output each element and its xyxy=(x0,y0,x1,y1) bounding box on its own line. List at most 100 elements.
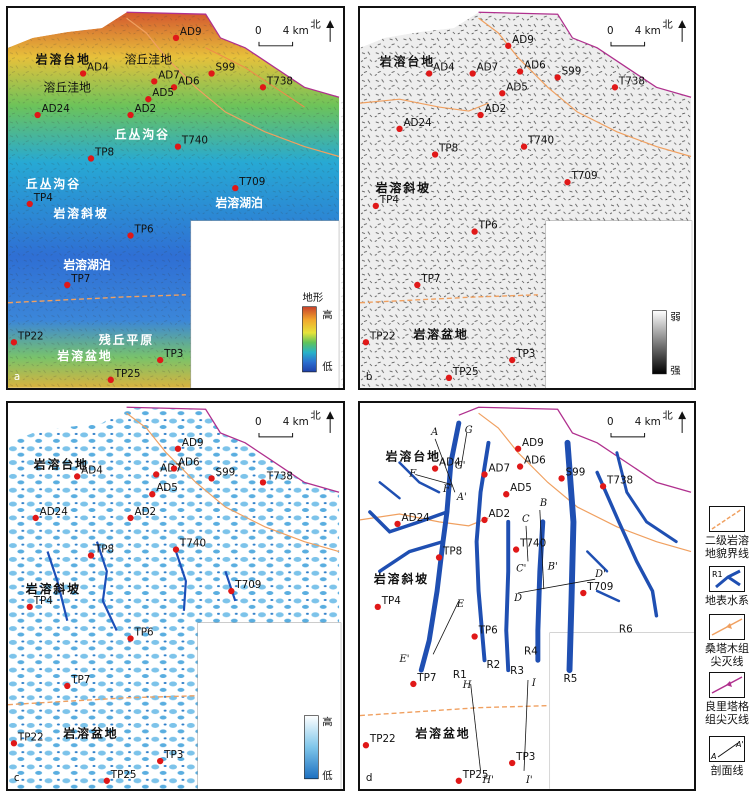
well-marker-tp6 xyxy=(471,633,478,640)
well-label-tp7: TP7 xyxy=(70,674,90,686)
legend-sangtamu: 桑塔木组尖灭线 xyxy=(702,614,752,668)
well-marker-ad2 xyxy=(127,111,134,119)
label-karst-basin: 岩溶盆地 xyxy=(414,726,470,740)
scale-bar: 0 4 km xyxy=(255,25,309,47)
well-label-tp8: TP8 xyxy=(94,147,114,159)
svg-text:A: A xyxy=(710,752,716,761)
well-marker-tp7 xyxy=(64,281,71,289)
well-label-t738: T738 xyxy=(266,470,293,482)
well-label-ad7: AD7 xyxy=(488,462,510,474)
river-label-r6: R6 xyxy=(619,624,633,636)
river-label-r3: R3 xyxy=(510,665,524,677)
well-marker-s99 xyxy=(554,74,561,81)
well-label-s99: S99 xyxy=(216,466,236,478)
well-marker-ad9 xyxy=(505,42,512,49)
well-marker-tp6 xyxy=(471,228,478,235)
well-label-ad7: AD7 xyxy=(158,69,180,81)
well-marker-ad6 xyxy=(170,84,178,91)
north-arrow: 北 xyxy=(662,19,687,42)
well-label-t709: T709 xyxy=(570,170,597,182)
well-label-tp8: TP8 xyxy=(94,544,114,556)
river-label-r2: R2 xyxy=(486,659,500,671)
well-marker-t738 xyxy=(599,483,607,490)
well-marker-t740 xyxy=(174,143,182,150)
svg-text:A': A' xyxy=(735,740,744,749)
well-marker-tp4 xyxy=(26,603,33,611)
legend-profile: A A' 剖面线 xyxy=(702,736,752,777)
well-marker-tp25 xyxy=(103,777,110,784)
label-karst-platform: 岩溶台地 xyxy=(33,458,89,472)
well-label-ad2: AD2 xyxy=(488,508,510,520)
profile-label-d-prime: D' xyxy=(594,569,606,580)
svg-text:低: 低 xyxy=(322,769,333,782)
well-marker-ad9 xyxy=(514,445,522,452)
well-label-tp7: TP7 xyxy=(416,672,436,684)
well-label-ad5: AD5 xyxy=(506,81,528,93)
well-marker-tp3 xyxy=(157,356,164,364)
well-marker-t738 xyxy=(259,479,267,486)
well-label-ad24: AD24 xyxy=(403,117,432,129)
label-karst-platform: 岩溶台地 xyxy=(35,53,91,67)
well-marker-t709 xyxy=(580,589,587,597)
panel-letter: d xyxy=(366,772,373,784)
well-label-ad5: AD5 xyxy=(510,482,532,494)
svg-text:4 km: 4 km xyxy=(283,25,309,37)
well-label-ad4: AD4 xyxy=(87,62,109,74)
density-map: 0 4 km 北 AD9AD4AD7AD6S99T738AD5AD2AD24T7… xyxy=(8,403,343,789)
well-label-ad9: AD9 xyxy=(182,437,204,449)
well-marker-tp4 xyxy=(26,200,33,208)
well-label-t709: T709 xyxy=(234,579,261,591)
svg-text:高: 高 xyxy=(322,715,332,728)
well-marker-t740 xyxy=(512,546,520,553)
well-marker-tp22 xyxy=(10,339,18,346)
well-label-tp4: TP4 xyxy=(381,595,402,607)
profile-label-g-prime: G' xyxy=(455,461,466,472)
well-marker-t740 xyxy=(520,143,528,150)
profile-label-b: B xyxy=(539,498,547,509)
svg-text:0: 0 xyxy=(607,25,614,37)
well-label-ad9: AD9 xyxy=(180,26,202,38)
svg-text:4 km: 4 km xyxy=(283,416,309,428)
legend-drainage: R1 地表水系 xyxy=(702,566,752,607)
well-marker-t709 xyxy=(564,179,571,186)
well-marker-tp6 xyxy=(127,232,134,239)
label-karst-basin: 岩溶盆地 xyxy=(412,327,468,341)
well-marker-t740 xyxy=(172,546,180,553)
svg-text:0: 0 xyxy=(607,416,614,428)
svg-text:北: 北 xyxy=(662,410,673,422)
well-marker-tp25 xyxy=(107,376,114,383)
well-marker-ad6 xyxy=(516,68,524,75)
legend-topography: 地形 高 低 xyxy=(302,291,333,373)
well-marker-tp3 xyxy=(509,759,516,767)
well-label-tp4: TP4 xyxy=(379,194,400,206)
legend-relief: 弱 强 xyxy=(652,310,681,377)
well-marker-tp22 xyxy=(362,742,370,749)
well-marker-tp7 xyxy=(414,281,421,289)
svg-text:地形: 地形 xyxy=(302,291,323,304)
svg-text:北: 北 xyxy=(310,19,321,31)
well-marker-t738 xyxy=(259,84,267,91)
well-label-tp3: TP3 xyxy=(163,749,183,761)
well-label-tp22: TP22 xyxy=(17,330,44,342)
well-marker-ad5 xyxy=(149,491,156,498)
panel-letter: c xyxy=(14,772,20,784)
well-label-ad6: AD6 xyxy=(178,457,200,469)
well-label-tp7: TP7 xyxy=(70,273,90,285)
well-marker-ad5 xyxy=(145,96,152,103)
panel-letter: b xyxy=(366,371,373,383)
profile-label-e-prime: E' xyxy=(399,654,410,665)
well-label-tp6: TP6 xyxy=(133,627,153,639)
svg-text:北: 北 xyxy=(662,19,673,31)
well-marker-tp3 xyxy=(509,356,516,364)
svg-text:0: 0 xyxy=(255,416,262,428)
drainage-map: 0 4 km 北 AD9 AD4 AD7 AD6 S99 T738 AD5 AD2 AD24 T7… xyxy=(360,406,694,789)
well-marker-ad24 xyxy=(396,125,403,132)
well-marker-tp7 xyxy=(410,680,417,688)
well-marker-s99 xyxy=(558,475,565,482)
profile-lines xyxy=(415,432,596,771)
well-marker-ad24 xyxy=(32,514,39,522)
well-label-t738: T738 xyxy=(618,75,645,87)
profile-label-h-prime: H' xyxy=(482,775,494,786)
well-label-ad9: AD9 xyxy=(522,437,544,449)
profile-label-i: I xyxy=(531,678,537,689)
